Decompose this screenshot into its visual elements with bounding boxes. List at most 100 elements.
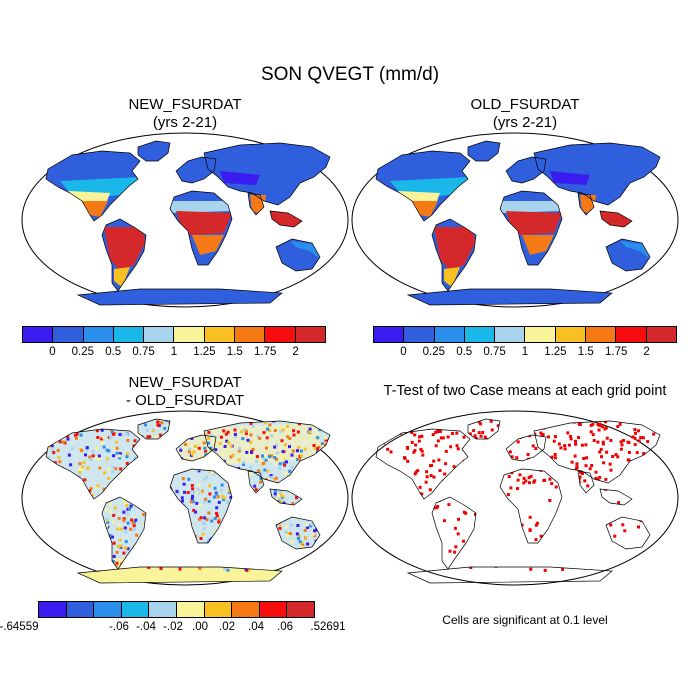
significant-cell (425, 470, 429, 474)
diff-cell (191, 500, 195, 504)
coastline-india (247, 192, 265, 216)
significant-cell (364, 428, 367, 431)
diff-cell (268, 455, 271, 459)
diff-cell (313, 529, 317, 533)
significant-cell (612, 414, 615, 417)
diff-cell (286, 435, 290, 439)
diff-cell (194, 510, 198, 514)
diff-cell (24, 533, 27, 536)
significant-cell (578, 423, 582, 426)
diff-cell (35, 448, 38, 451)
diff-cell (201, 532, 205, 536)
significant-cell (434, 444, 438, 448)
significant-cell (426, 419, 430, 420)
significant-cell (633, 443, 637, 447)
significant-cell (414, 443, 418, 447)
diff-cell (214, 448, 218, 452)
diff-cell (53, 433, 57, 437)
diff-cell (135, 533, 139, 537)
diff-cell (279, 430, 283, 434)
diff-cell (124, 546, 128, 550)
significant-cell (524, 479, 528, 483)
significant-cell (481, 431, 485, 434)
diff-cell (125, 432, 129, 436)
significant-cell (584, 464, 588, 468)
field-tropics-samerica (434, 227, 476, 271)
diff-cell (67, 453, 71, 457)
diff-cell (102, 487, 106, 491)
diff-cell (300, 559, 304, 563)
significant-cell (676, 532, 679, 535)
diff-cell (308, 434, 311, 438)
colorbar-cell (265, 327, 296, 342)
significant-cell (520, 523, 524, 527)
diff-cell (122, 519, 126, 523)
coastline-asia (533, 142, 661, 206)
diff-cell (295, 496, 298, 500)
diff-cell (59, 428, 63, 432)
diff-cell (41, 432, 44, 435)
diff-cell (285, 525, 288, 529)
diff-cell (289, 523, 293, 527)
diff-cell (83, 478, 87, 482)
significant-cell (543, 568, 547, 572)
diff-cell (316, 557, 320, 561)
significant-cell (428, 488, 432, 492)
colorbar-cell (23, 327, 54, 342)
significant-cell (627, 451, 631, 454)
diff-cell (125, 452, 129, 456)
diff-cell (81, 465, 85, 469)
significant-cell (415, 412, 418, 415)
diff-cell (176, 492, 180, 495)
significant-cell (626, 458, 630, 462)
significant-cell (635, 451, 639, 455)
diff-cell (115, 550, 119, 554)
significant-cell (522, 481, 526, 485)
diff-cell (333, 565, 336, 568)
significant-cell (669, 435, 672, 438)
field-tropics-samerica (104, 227, 146, 271)
diff-cell (100, 437, 104, 441)
significant-cell (405, 420, 409, 424)
significant-cell (580, 472, 584, 475)
significant-cell (522, 476, 526, 480)
coastline-seAsia (269, 210, 303, 228)
colorbar-tick-label: 0.5 (456, 346, 473, 358)
diff-cell (199, 537, 203, 540)
significant-cell (410, 440, 414, 444)
diff-cell (298, 540, 302, 544)
diff-cell (328, 442, 330, 446)
diff-cell (111, 470, 115, 474)
diff-cell (336, 541, 339, 544)
significant-cell (652, 432, 656, 436)
diff-cell (291, 449, 295, 453)
significant-cell (496, 424, 500, 428)
diff-cell (202, 500, 206, 504)
significant-cell (453, 550, 457, 554)
diff-cell (181, 477, 185, 481)
diff-cell (325, 411, 328, 414)
diff-cell (240, 425, 244, 429)
diff-cell (265, 446, 268, 450)
significant-cell (680, 433, 683, 436)
colorbar-tick-label: 0.25 (71, 346, 94, 358)
diff-cell (130, 518, 134, 522)
diff-cell (343, 442, 346, 445)
coastline-asia (533, 420, 661, 484)
diff-cell (175, 489, 179, 493)
significant-cell (429, 464, 432, 468)
diff-cell (270, 434, 274, 438)
significant-cell (468, 432, 472, 436)
colorbar-new (22, 326, 326, 343)
diff-cell (191, 494, 195, 498)
significant-cell (410, 419, 414, 421)
significant-cell (674, 445, 677, 448)
significant-cell (438, 469, 442, 473)
significant-cell (477, 431, 481, 435)
diff-cell (340, 459, 343, 462)
diff-cell (156, 420, 160, 424)
colorbar-tick-label: 1 (521, 346, 529, 358)
diff-cell (124, 540, 128, 544)
diff-cell (309, 561, 313, 565)
coastline-europe (505, 156, 547, 184)
